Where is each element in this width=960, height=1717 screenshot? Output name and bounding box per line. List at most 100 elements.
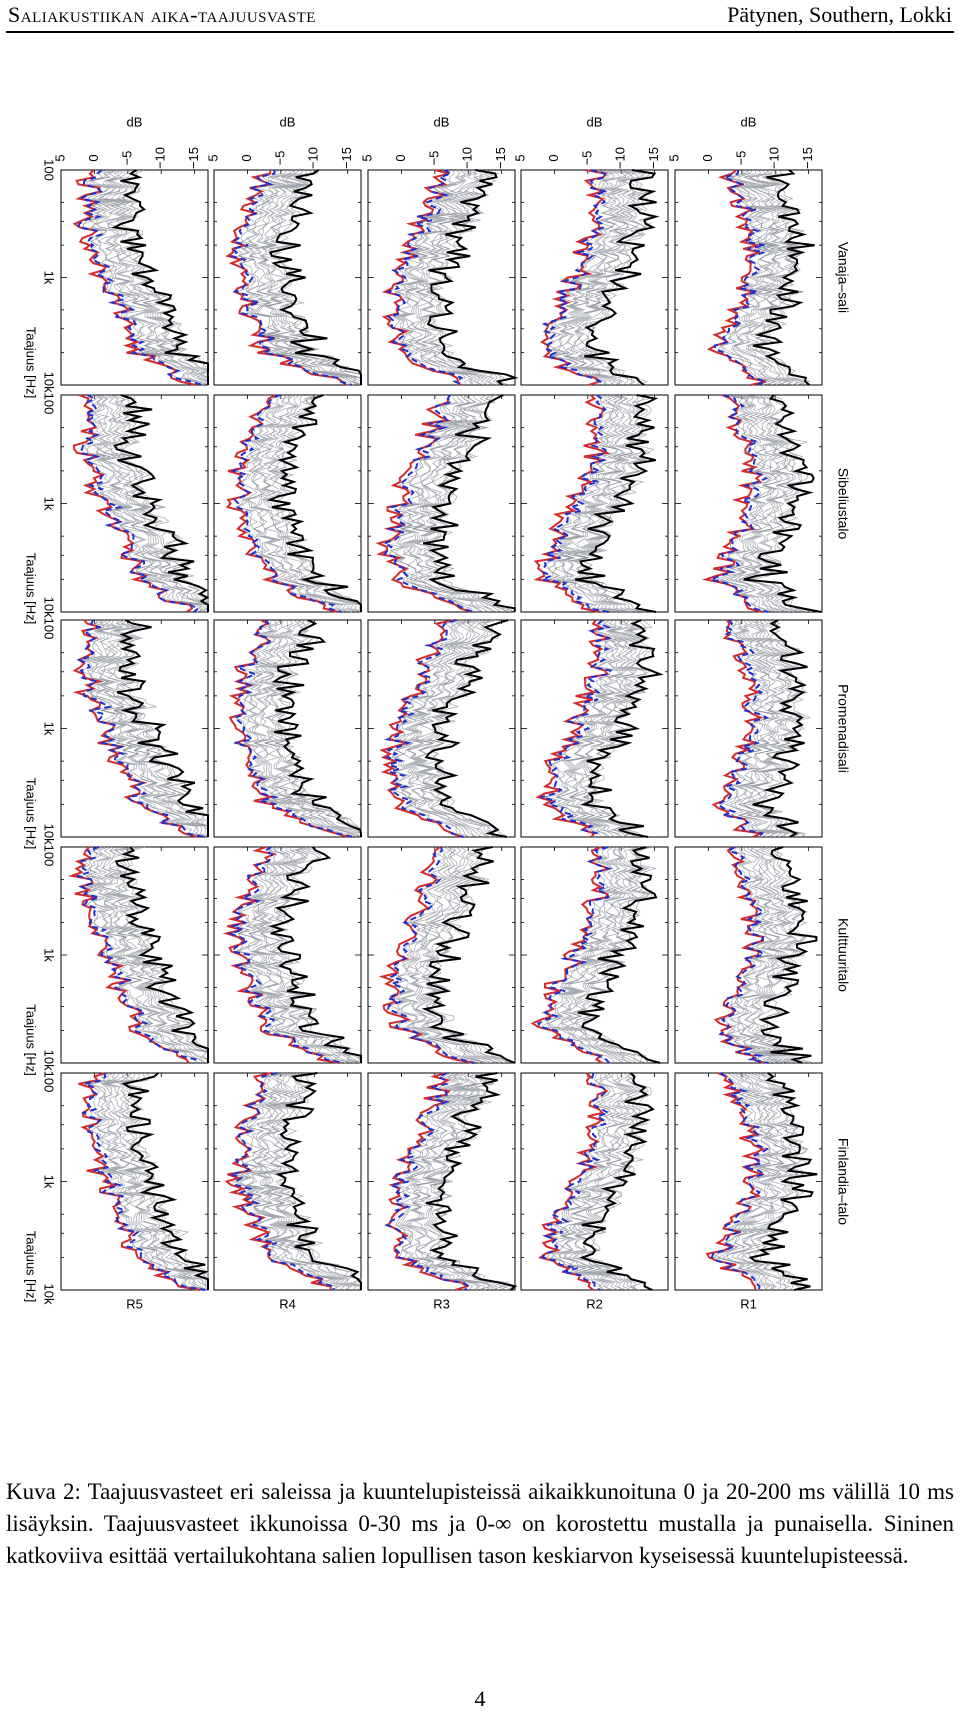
y-tick-label: −10 xyxy=(306,147,321,169)
window-curve xyxy=(725,394,782,613)
window-curve xyxy=(238,1072,345,1291)
window-curve xyxy=(409,846,492,1064)
window-curve xyxy=(568,619,634,838)
reference-level-curve xyxy=(383,619,464,838)
window-curve xyxy=(122,394,209,612)
window-curve xyxy=(99,619,209,837)
curve-0-30ms xyxy=(577,846,661,1064)
curve-0-inf xyxy=(228,619,349,838)
window-curve xyxy=(570,619,641,838)
window-curve xyxy=(720,169,775,386)
window-curve xyxy=(568,619,637,838)
position-label: R5 xyxy=(126,1296,143,1311)
hall-label: Kulttuuritalo xyxy=(835,918,851,992)
window-curve xyxy=(243,619,362,838)
curve-0-inf xyxy=(381,169,462,386)
window-curve xyxy=(235,846,347,1064)
window-curve xyxy=(581,1072,649,1291)
window-curve xyxy=(556,619,627,838)
window-curve xyxy=(560,1072,632,1291)
window-curve xyxy=(557,1072,629,1291)
window-curve xyxy=(414,169,497,386)
window-curve xyxy=(560,169,628,386)
window-curve xyxy=(734,169,795,386)
reference-level-curve xyxy=(232,619,353,838)
window-curve xyxy=(743,846,793,1064)
window-curve xyxy=(237,169,359,386)
window-curve xyxy=(556,846,629,1064)
window-curve xyxy=(404,169,484,386)
curve-0-30ms xyxy=(743,394,822,613)
window-curve xyxy=(547,846,619,1064)
x-axis-label: Taajuus [Hz] xyxy=(24,553,39,625)
y-tick-label: 5 xyxy=(666,154,681,161)
curve-0-30ms xyxy=(752,169,815,386)
window-curve xyxy=(740,1072,797,1291)
window-curve xyxy=(116,169,209,385)
window-curve xyxy=(249,846,362,1064)
window-curve xyxy=(423,1072,502,1291)
window-curve xyxy=(405,619,478,838)
window-curve xyxy=(86,1072,209,1291)
window-curve xyxy=(110,619,209,837)
window-curve xyxy=(246,1072,350,1291)
window-curve xyxy=(749,846,798,1064)
y-axis-label: dB xyxy=(434,114,450,129)
curve-0-30ms xyxy=(266,394,362,612)
window-curve xyxy=(726,846,779,1064)
window-curve xyxy=(413,1072,505,1291)
x-axis-label: Taajuus [Hz] xyxy=(24,1004,39,1076)
window-curve xyxy=(86,394,204,613)
window-curve xyxy=(90,169,209,386)
window-curve xyxy=(95,169,209,385)
window-curve xyxy=(408,1072,499,1291)
window-curve xyxy=(729,619,777,838)
window-curve xyxy=(237,846,351,1064)
reference-level-curve xyxy=(718,846,769,1064)
window-curve xyxy=(256,1072,357,1291)
window-curve xyxy=(108,619,209,837)
window-curve xyxy=(738,394,795,613)
curve-0-inf xyxy=(706,169,767,386)
window-curve xyxy=(118,619,209,837)
window-curve xyxy=(108,846,209,1063)
window-curve xyxy=(264,394,362,612)
window-curve xyxy=(401,169,485,386)
window-curve xyxy=(237,169,362,386)
window-curve xyxy=(576,169,648,386)
window-curve xyxy=(563,1072,638,1291)
window-curve xyxy=(278,1072,362,1290)
curve-0-30ms xyxy=(584,169,660,386)
reference-level-curve xyxy=(385,846,475,1064)
window-curve xyxy=(722,846,773,1064)
reference-level-curve xyxy=(381,394,474,613)
window-curve xyxy=(543,394,617,613)
window-curve xyxy=(266,1072,362,1290)
window-curve xyxy=(568,394,635,613)
curve-0-30ms xyxy=(113,394,210,612)
window-curve xyxy=(97,846,209,1063)
window-curve xyxy=(556,619,631,838)
window-curve xyxy=(413,169,488,386)
window-curve xyxy=(553,394,626,613)
window-curve xyxy=(734,394,792,613)
y-axis-label: dB xyxy=(127,114,143,129)
reference-level-curve xyxy=(229,170,352,386)
window-curve xyxy=(561,394,635,613)
window-curve xyxy=(103,619,209,837)
window-curve xyxy=(544,619,622,838)
y-tick-label: −5 xyxy=(272,151,287,166)
y-tick-label: −15 xyxy=(493,147,508,169)
y-tick-label: 0 xyxy=(86,154,101,161)
window-curve xyxy=(719,394,778,613)
reference-level-curve xyxy=(79,394,201,613)
reference-level-curve xyxy=(707,394,769,613)
y-tick-label: 0 xyxy=(393,154,408,161)
window-curve xyxy=(257,1072,362,1291)
window-curve xyxy=(88,169,209,386)
x-tick-label-10k100: 10k100 xyxy=(42,1050,57,1093)
x-tick-label-1k: 1k xyxy=(42,271,57,285)
window-curve xyxy=(247,169,362,386)
hall-label: Vanaja–sali xyxy=(835,242,851,313)
x-tick-label-1k: 1k xyxy=(42,497,57,511)
